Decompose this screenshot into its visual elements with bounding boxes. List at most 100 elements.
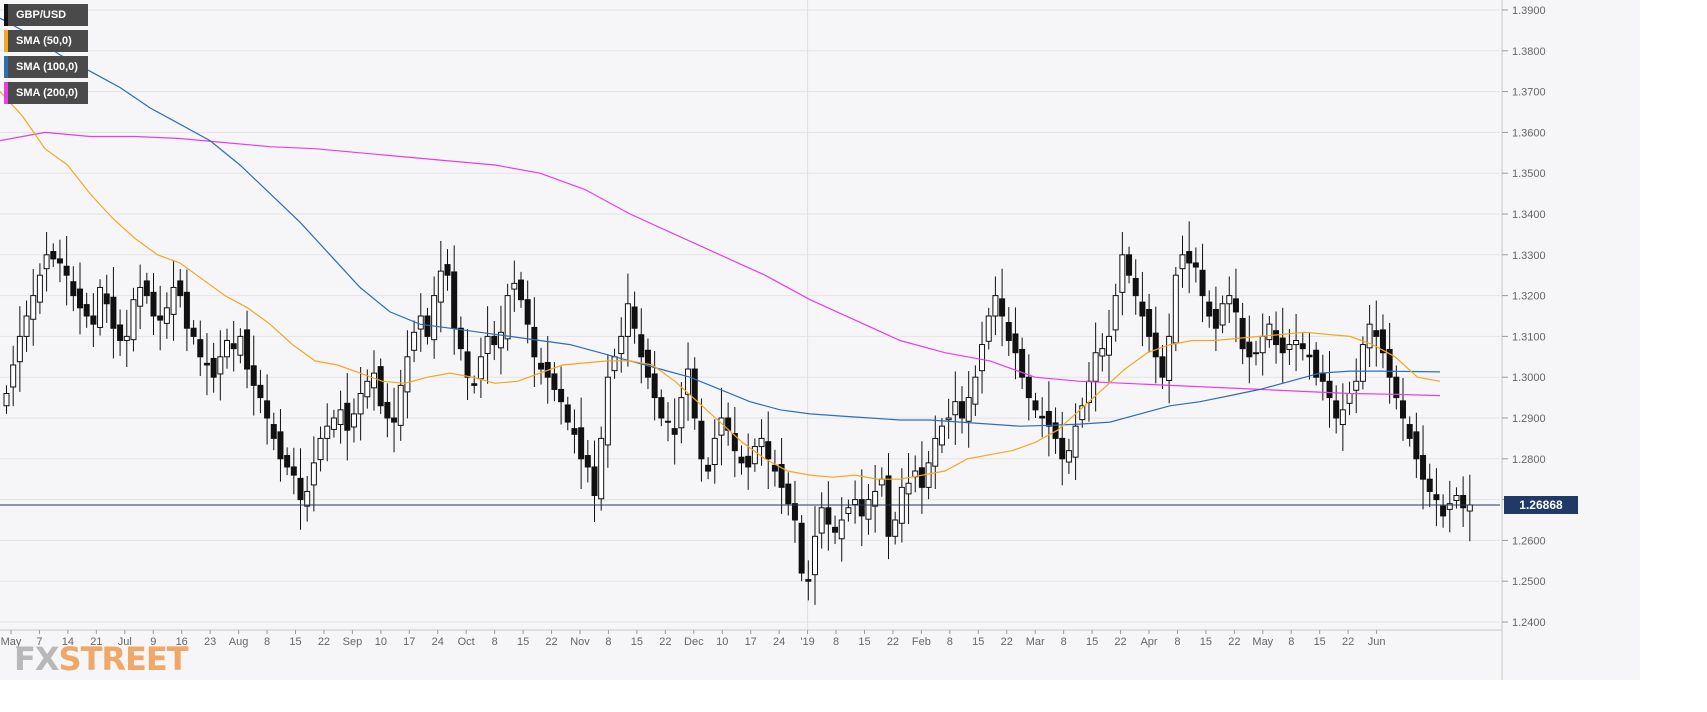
candle — [885, 453, 892, 560]
x-tick-label: 24 — [432, 636, 444, 648]
candle-body — [1072, 425, 1079, 458]
candle-body — [1446, 503, 1453, 510]
candle — [1353, 358, 1360, 414]
candle-body — [190, 327, 197, 337]
candle-body — [391, 417, 398, 423]
candle — [1420, 425, 1427, 510]
candle — [1019, 337, 1026, 390]
candle — [150, 273, 157, 336]
candle — [985, 307, 992, 350]
x-tick-label: Nov — [570, 636, 590, 648]
legend-item-gbpusd[interactable]: GBP/USD — [4, 4, 88, 26]
candle — [230, 320, 237, 372]
candle — [524, 280, 531, 344]
legend-label: SMA (50,0) — [16, 35, 72, 47]
candle-body — [945, 417, 952, 421]
y-tick-label: 1.2500 — [1512, 576, 1546, 588]
candle-body — [1152, 332, 1159, 358]
candle-body — [203, 362, 210, 366]
candle — [1232, 268, 1239, 343]
candle — [1413, 412, 1420, 478]
x-tick-label: 22 — [1228, 636, 1240, 648]
candle — [444, 249, 451, 291]
candle-body — [571, 428, 578, 435]
candle-body — [938, 425, 945, 446]
candle-body — [1139, 301, 1146, 317]
candle-body — [130, 299, 137, 341]
candle — [705, 457, 712, 480]
candle — [1246, 315, 1253, 384]
candle-body — [531, 326, 538, 358]
candle — [203, 333, 210, 396]
x-tick-label: Feb — [912, 636, 931, 648]
x-tick-label: 8 — [947, 636, 953, 648]
candle — [718, 387, 725, 466]
fxstreet-logo: FXSTREET — [14, 640, 189, 678]
candle — [1179, 235, 1186, 288]
candle — [685, 342, 692, 421]
candle-body — [818, 507, 825, 534]
y-tick-label: 1.3800 — [1512, 46, 1546, 58]
candle-body — [1005, 322, 1012, 341]
y-tick-label: 1.3400 — [1512, 209, 1546, 221]
candle — [3, 385, 10, 414]
x-tick-label: Oct — [458, 636, 475, 648]
candle-body — [384, 401, 391, 419]
candle-body — [1146, 308, 1153, 337]
candle-body — [330, 417, 337, 430]
candle — [999, 268, 1006, 347]
x-tick-label: 22 — [1114, 636, 1126, 648]
candle-body — [852, 499, 859, 505]
candle — [1266, 316, 1273, 348]
candle-body — [1099, 348, 1106, 357]
candle-body — [698, 420, 705, 460]
candle-body — [1246, 341, 1253, 358]
candle — [1025, 354, 1032, 421]
legend-item-sma200[interactable]: SMA (200,0) — [4, 82, 88, 104]
candle-body — [611, 356, 618, 372]
candle-body — [364, 380, 371, 398]
candle — [83, 292, 90, 328]
candle-body — [1092, 352, 1099, 382]
candle — [137, 264, 144, 330]
last-price-tag: 1.26868 — [1504, 495, 1578, 514]
candle — [70, 266, 77, 312]
candle — [471, 375, 478, 394]
legend-label: SMA (200,0) — [16, 87, 78, 99]
candle — [217, 330, 224, 401]
legend-item-sma50[interactable]: SMA (50,0) — [4, 30, 88, 52]
x-tick-label: 15 — [517, 636, 529, 648]
candle — [304, 475, 311, 522]
candle — [1313, 342, 1320, 386]
candle-body — [1166, 335, 1173, 381]
candle — [210, 342, 217, 393]
candle-body — [591, 466, 598, 497]
candle — [1306, 332, 1313, 380]
candle-body — [758, 437, 765, 448]
candle — [531, 297, 538, 387]
y-tick-label: 1.3600 — [1512, 127, 1546, 139]
candle-body — [50, 251, 57, 260]
candle — [1186, 221, 1193, 294]
candle-body — [825, 507, 832, 525]
candle-body — [885, 475, 892, 537]
candle — [411, 320, 418, 363]
candle-body — [751, 446, 758, 465]
candle — [1299, 331, 1306, 361]
candle — [10, 345, 17, 407]
x-tick-label: 15 — [858, 636, 870, 648]
candle-body — [224, 339, 230, 358]
candle-body — [691, 368, 698, 419]
x-tick-label: May — [1, 636, 22, 648]
candle-body — [337, 409, 344, 426]
candle — [1146, 293, 1153, 352]
candle-body — [270, 424, 277, 439]
candle-body — [1253, 352, 1259, 355]
legend-item-sma100[interactable]: SMA (100,0) — [4, 56, 88, 78]
candle-body — [1453, 495, 1460, 501]
candle — [558, 366, 565, 425]
x-tick-label: 10 — [716, 636, 728, 648]
candle-body — [30, 295, 37, 320]
y-tick-label: 1.2800 — [1512, 454, 1546, 466]
